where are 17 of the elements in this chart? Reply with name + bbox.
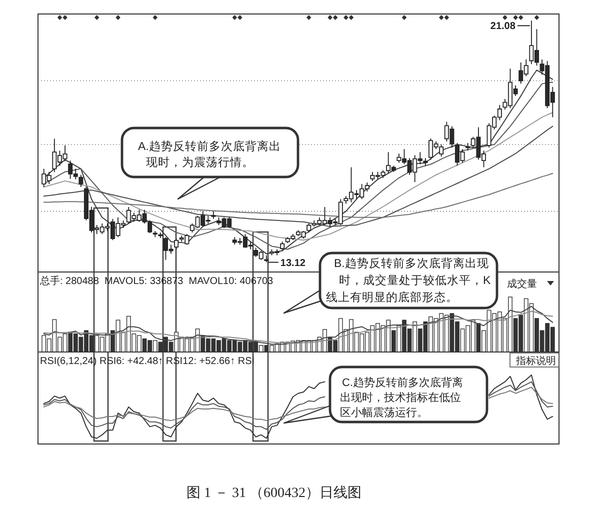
annotation: 13.12: [280, 258, 306, 269]
candlestick: [466, 142, 470, 152]
annotation: 21.08: [490, 21, 516, 32]
candlestick: [211, 210, 216, 220]
text: 指标说明: [515, 355, 556, 367]
annotation: A.趋势反转前多次底背离出现时，为震荡行情。: [138, 139, 281, 169]
candlestick: [423, 158, 428, 166]
candlestick: [264, 254, 269, 263]
candlestick: [152, 230, 158, 238]
annotation: C.趋势反转前多次底背离出现时，技术指标在低位区小幅震荡运行。: [340, 376, 463, 419]
candlestick: [78, 174, 84, 188]
candlestick: [280, 241, 285, 252]
candlestick: [174, 238, 179, 250]
annotation: B.趋势反转前多次底背离出现时，成交量处于较低水平，K线上有明显的底部形态。: [326, 256, 491, 304]
text: 成交量: [507, 278, 537, 290]
caption: 图 1 － 31 （600432）日线图: [186, 485, 362, 501]
candlestick: [158, 232, 163, 238]
